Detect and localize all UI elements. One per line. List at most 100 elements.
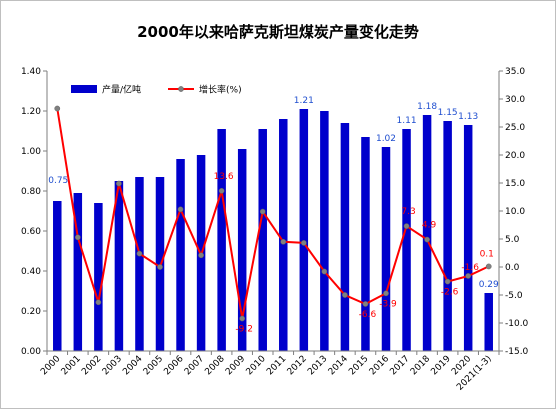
growth-rate-point: [403, 223, 410, 229]
legend-line-marker: [178, 86, 184, 92]
bar: [443, 121, 452, 351]
growth-rate-point: [444, 278, 451, 285]
bar: [402, 129, 411, 351]
rate-value-label: -1.6: [461, 263, 479, 273]
right-tick-label: 0.0: [505, 263, 520, 273]
bar: [361, 137, 370, 351]
x-tick-label: 2001: [60, 354, 83, 377]
bar: [299, 109, 309, 351]
left-tick-label: 1.00: [21, 147, 41, 157]
x-tick-label: 2007: [183, 354, 206, 377]
x-tick-label: 2018: [409, 354, 432, 377]
bar-value-label: 1.13: [458, 112, 478, 122]
rate-value-label: -6.6: [359, 310, 377, 320]
growth-rate-point: [157, 264, 163, 270]
bar: [381, 147, 391, 351]
growth-rate-point: [300, 240, 307, 246]
bar-value-label: 0.29: [479, 280, 499, 290]
bar: [135, 177, 144, 351]
x-tick-label: 2013: [306, 354, 329, 377]
x-tick-label: 2009: [224, 354, 247, 377]
growth-rate-point: [116, 180, 122, 187]
bar: [176, 159, 185, 351]
right-tick-label: 5.0: [505, 235, 520, 245]
rate-value-label: -2.6: [441, 288, 459, 298]
bar: [53, 201, 62, 351]
right-tick-label: -5.0: [505, 291, 523, 301]
x-axis: 2000200120022003200420052006200720082009…: [39, 350, 500, 393]
bar: [258, 129, 267, 351]
legend-bar-swatch: [71, 85, 97, 93]
x-tick-label: 2012: [286, 354, 309, 377]
growth-rate-point: [136, 250, 143, 257]
growth-rate-point: [239, 315, 246, 322]
growth-rate-point: [177, 206, 184, 213]
growth-rate-point: [362, 301, 369, 307]
growth-rate-point: [280, 238, 287, 245]
growth-rate-point: [383, 290, 389, 297]
right-tick-label: 10.0: [505, 207, 525, 217]
rate-value-label: 0.1: [480, 249, 494, 259]
rate-data-labels: 13.6 -9.2 -6.6-3.9 7.3 4.9 -2.6 -1.60.1: [214, 172, 494, 335]
growth-rate-point: [218, 187, 225, 194]
legend-bar-label: 产量/亿吨: [102, 84, 141, 96]
legend-line-label: 增长率(%): [199, 84, 242, 96]
bar: [463, 125, 473, 351]
legend: 产量/亿吨 增长率(%): [71, 84, 242, 96]
bar: [320, 111, 329, 351]
growth-rate-line: [56, 108, 490, 319]
growth-rate-point: [342, 292, 348, 298]
bar-value-label: 1.15: [438, 108, 458, 118]
bar: [94, 203, 103, 351]
rate-value-label: 13.6: [214, 172, 234, 182]
growth-rate-point: [465, 273, 472, 279]
x-tick-label: 2000: [39, 354, 62, 377]
x-tick-label: 2019: [429, 354, 452, 377]
rate-value-label: -3.9: [379, 299, 397, 309]
bar: [217, 129, 226, 351]
chart-title: 2000年以来哈萨克斯坦煤炭产量变化走势: [137, 23, 419, 41]
growth-rate-point: [424, 236, 430, 243]
bar: [73, 193, 83, 351]
rate-value-label: -9.2: [235, 325, 253, 335]
bar: [237, 149, 247, 351]
rate-value-label: 7.3: [401, 207, 415, 217]
bar-value-label: 1.11: [397, 116, 417, 126]
right-tick-label: -15.0: [505, 347, 529, 357]
growth-rate-point: [321, 268, 328, 275]
growth-rate-point: [198, 252, 204, 259]
growth-rate-series: [54, 105, 492, 322]
bar: [340, 123, 350, 351]
bar-data-labels: 0.75 1.21 1.021.111.181.15 1.13 0.29: [48, 96, 499, 290]
x-tick-label: 2010: [245, 354, 268, 377]
x-tick-label: 2004: [121, 354, 144, 377]
right-tick-label: 30.0: [505, 95, 525, 105]
left-tick-label: 1.40: [21, 67, 41, 77]
left-tick-label: 0.80: [21, 187, 41, 197]
right-tick-label: 15.0: [505, 179, 525, 189]
x-tick-label: 2005: [142, 354, 165, 377]
bar-value-label: 0.75: [48, 176, 68, 186]
bar-value-label: 1.02: [376, 134, 396, 144]
x-tick-label: 2003: [101, 354, 124, 377]
left-tick-label: 0.20: [21, 307, 41, 317]
growth-rate-point: [74, 234, 81, 241]
right-tick-label: -10.0: [505, 319, 529, 329]
x-tick-label: 2016: [368, 354, 391, 377]
bar: [422, 115, 432, 351]
rate-value-label: 4.9: [422, 221, 437, 231]
bar: [155, 177, 165, 351]
left-tick-label: 0.00: [21, 347, 41, 357]
x-tick-label: 2006: [162, 354, 185, 377]
x-tick-label: 2002: [80, 354, 103, 377]
right-axis: -15.0 -10.0 -5.0 0.0 5.0 10.0 15.0 20.0 25.0 30.0…: [498, 67, 529, 357]
growth-rate-point: [95, 299, 102, 306]
x-tick-label: 2015: [347, 354, 370, 377]
bar: [114, 181, 124, 351]
bar-value-label: 1.18: [417, 102, 437, 112]
x-tick-label: 2008: [203, 354, 226, 377]
x-tick-label: 2014: [327, 354, 350, 377]
left-tick-label: 0.40: [21, 267, 41, 277]
left-axis: 0.00 0.20 0.40 0.60 0.80 1.00 1.20 1.40: [21, 67, 48, 357]
